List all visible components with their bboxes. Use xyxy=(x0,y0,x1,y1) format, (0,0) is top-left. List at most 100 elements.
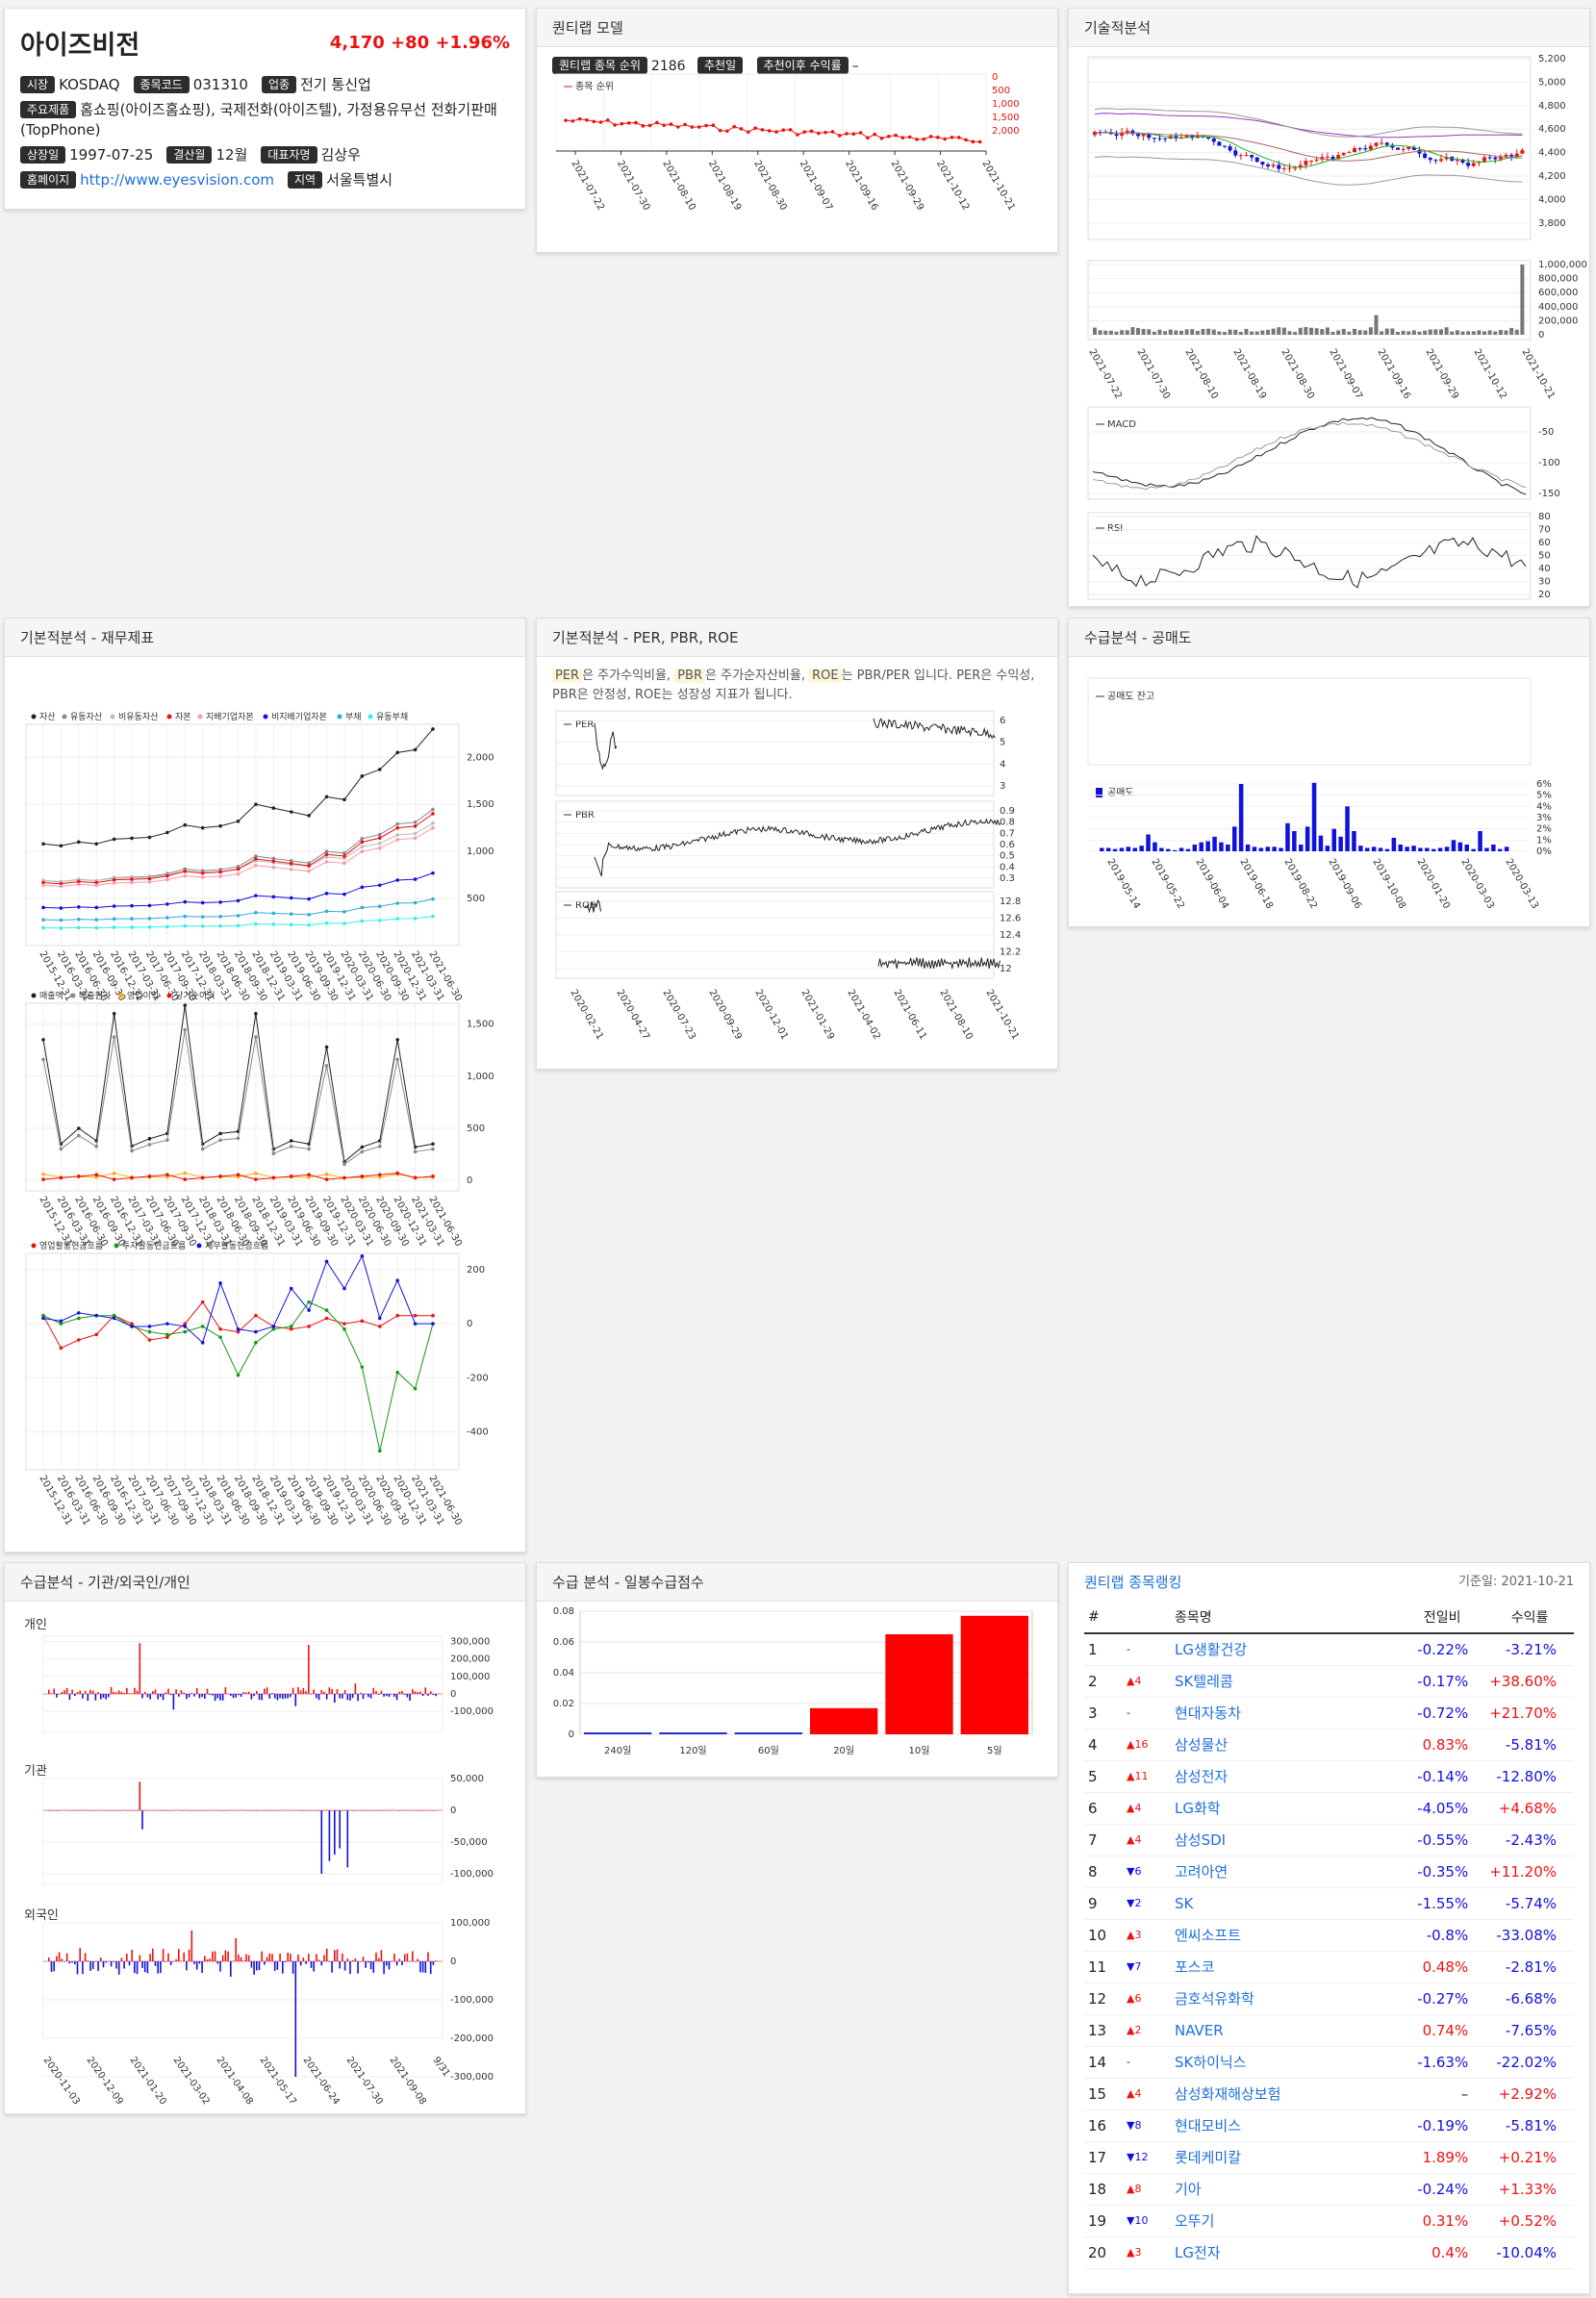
fund-series-point xyxy=(413,1313,418,1318)
fund-ytick: 1,000 xyxy=(467,1072,494,1082)
ranking-row[interactable]: 9 ▼2 SK -1.55% -5.74% xyxy=(1084,1887,1574,1920)
fund-series-point xyxy=(200,1300,205,1304)
ranking-row[interactable]: 18 ▲8 기아 -0.24% +1.33% xyxy=(1084,2173,1574,2206)
ranking-row[interactable]: 17 ▼12 롯데케미칼 1.89% +0.21% xyxy=(1084,2141,1574,2174)
rank-stock-link[interactable]: LG생활건강 xyxy=(1171,1633,1400,1666)
foreign-bar xyxy=(253,1961,255,1975)
foreign-bar xyxy=(94,1961,97,1962)
ranking-row[interactable]: 20 ▲3 LG전자 0.4% -10.04% xyxy=(1084,2236,1574,2269)
fund-series-point xyxy=(324,909,329,914)
candle-body xyxy=(1411,146,1416,150)
rank-stock-link[interactable]: SK xyxy=(1171,1887,1400,1920)
flow-xtick: 2021-01-20 xyxy=(128,2055,168,2107)
ranking-row[interactable]: 4 ▲16 삼성물산 0.83% -5.81% xyxy=(1084,1729,1574,1761)
rank-stock-link[interactable]: 포스코 xyxy=(1171,1951,1400,1983)
foreign-bar xyxy=(313,1961,315,1972)
ranking-row[interactable]: 14 - SK하이닉스 -1.63% -22.02% xyxy=(1084,2046,1574,2079)
ranking-row[interactable]: 5 ▲11 삼성전자 -0.14% -12.80% xyxy=(1084,1760,1574,1793)
ranking-row[interactable]: 12 ▲6 금호석유화학 -0.27% -6.68% xyxy=(1084,1982,1574,2015)
inst-bar xyxy=(279,1810,281,1811)
candle-body xyxy=(1147,134,1152,139)
candle-body xyxy=(1357,148,1362,150)
rank-stock-link[interactable]: 삼성물산 xyxy=(1171,1729,1400,1761)
fund-series-point xyxy=(183,899,188,904)
short-bar xyxy=(1139,846,1144,851)
rank-stock-link[interactable]: 현대모비스 xyxy=(1171,2109,1400,2142)
inst-bar xyxy=(219,1810,221,1811)
short-title: 수급분석 - 공매도 xyxy=(1069,619,1589,657)
fund-series-point xyxy=(289,1326,293,1331)
fundamental-card: 기본적분석 - 재무제표 2,000 1,500 1,000 500 자산 유동자산 비유동… xyxy=(4,618,526,1553)
rank-stock-link[interactable]: 금호석유화학 xyxy=(1171,1982,1400,2015)
foreign-bar xyxy=(214,1951,216,1961)
ranking-row[interactable]: 13 ▲2 NAVER 0.74% -7.65% xyxy=(1084,2014,1574,2047)
rank-stock-link[interactable]: SK하이닉스 xyxy=(1171,2046,1400,2079)
candle-body xyxy=(1211,138,1216,142)
stock-info-card: 아이즈비전 4,170 +80 +1.96% 시장 KOSDAQ 종목코드 03131… xyxy=(4,8,526,210)
ranking-row[interactable]: 1 - LG생활건강 -0.22% -3.21% xyxy=(1084,1633,1574,1666)
ranking-row[interactable]: 2 ▲4 SK텔레콤 -0.17% +38.60% xyxy=(1084,1665,1574,1698)
rank-day-change: 0.4% xyxy=(1399,2236,1486,2269)
ranking-row[interactable]: 6 ▲4 LG화학 -4.05% +4.68% xyxy=(1084,1792,1574,1825)
ranking-row[interactable]: 10 ▲3 엔씨소프트 -0.8% -33.08% xyxy=(1084,1919,1574,1952)
ranking-row[interactable]: 15 ▲4 삼성화재해상보험 – +2.92% xyxy=(1084,2078,1574,2110)
rank-stock-link[interactable]: LG전자 xyxy=(1171,2236,1400,2269)
foreign-label: 외국인 xyxy=(24,1908,59,1923)
rank-stock-link[interactable]: SK텔레콤 xyxy=(1171,1665,1400,1698)
candle-body xyxy=(1114,134,1119,137)
candle-body xyxy=(1330,156,1335,160)
ranking-row[interactable]: 16 ▼8 현대모비스 -0.19% -5.81% xyxy=(1084,2109,1574,2142)
short-bar xyxy=(1352,831,1356,851)
short-xtick: 2020-03-13 xyxy=(1503,857,1540,911)
ranking-row[interactable]: 11 ▼7 포스코 0.48% -2.81% xyxy=(1084,1951,1574,1983)
fund-plot-area xyxy=(25,1002,460,1192)
indiv-ytick: 100,000 xyxy=(450,1672,490,1682)
ranking-row[interactable]: 19 ▼10 오뚜기 0.31% +0.52% xyxy=(1084,2205,1574,2237)
foreign-bar xyxy=(146,1961,149,1974)
rank-stock-link[interactable]: 삼성화재해상보험 xyxy=(1171,2078,1400,2110)
rank-stock-link[interactable]: LG화학 xyxy=(1171,1792,1400,1825)
per-line xyxy=(594,722,618,770)
fund-series-point xyxy=(218,870,222,874)
rank-stock-link[interactable]: 롯데케미칼 xyxy=(1171,2141,1400,2174)
rank-stock-link[interactable]: 삼성SDI xyxy=(1171,1824,1400,1856)
inst-bar xyxy=(209,1810,211,1811)
homepage-link[interactable]: http://www.eyesvision.com xyxy=(80,171,274,189)
inst-bar xyxy=(276,1809,279,1811)
fund-series-point xyxy=(94,918,99,922)
indiv-bar xyxy=(154,1689,157,1694)
volume-bar xyxy=(1152,331,1156,335)
rank-return: -33.08% xyxy=(1485,1919,1574,1952)
indiv-bar xyxy=(294,1694,297,1706)
rank-stock-link[interactable]: 오뚜기 xyxy=(1171,2205,1400,2237)
fund-series-point xyxy=(41,1313,45,1318)
rank-stock-link[interactable]: 삼성전자 xyxy=(1171,1760,1400,1793)
foreign-bar xyxy=(354,1957,357,1961)
fund-legend-dot xyxy=(70,993,76,998)
per-xtick: 2020-07-23 xyxy=(660,988,697,1042)
volume-bar xyxy=(1125,330,1129,335)
ranking-row[interactable]: 8 ▼6 고려아연 -0.35% +11.20% xyxy=(1084,1856,1574,1888)
foreign-bar xyxy=(134,1961,136,1974)
indiv-bar xyxy=(360,1692,362,1694)
indiv-bar xyxy=(53,1688,55,1694)
foreign-bar xyxy=(297,1954,299,1961)
indiv-bar xyxy=(178,1694,180,1697)
rank-stock-link[interactable]: 기아 xyxy=(1171,2173,1400,2206)
ranking-row[interactable]: 7 ▲4 삼성SDI -0.55% -2.43% xyxy=(1084,1824,1574,1856)
fund-series-point xyxy=(236,1326,241,1331)
ranking-row[interactable]: 3 - 현대자동차 -0.72% +21.70% xyxy=(1084,1697,1574,1730)
rank-stock-link[interactable]: NAVER xyxy=(1171,2014,1400,2047)
rank-stock-link[interactable]: 엔씨소프트 xyxy=(1171,1919,1400,1952)
rank-stock-link[interactable]: 현대자동차 xyxy=(1171,1697,1400,1730)
quant-xtick: 2021-09-07 xyxy=(798,159,835,213)
quant-rank-point xyxy=(823,130,827,135)
fund-series-point xyxy=(307,1147,311,1151)
foreign-bar xyxy=(294,1961,297,2077)
rank-change: ▼8 xyxy=(1123,2109,1171,2142)
fund-series-point xyxy=(307,814,311,818)
fund-series-point xyxy=(130,1325,134,1328)
short-bar xyxy=(1478,831,1482,851)
rank-stock-link[interactable]: 고려아연 xyxy=(1171,1856,1400,1888)
indiv-bar xyxy=(282,1694,284,1700)
